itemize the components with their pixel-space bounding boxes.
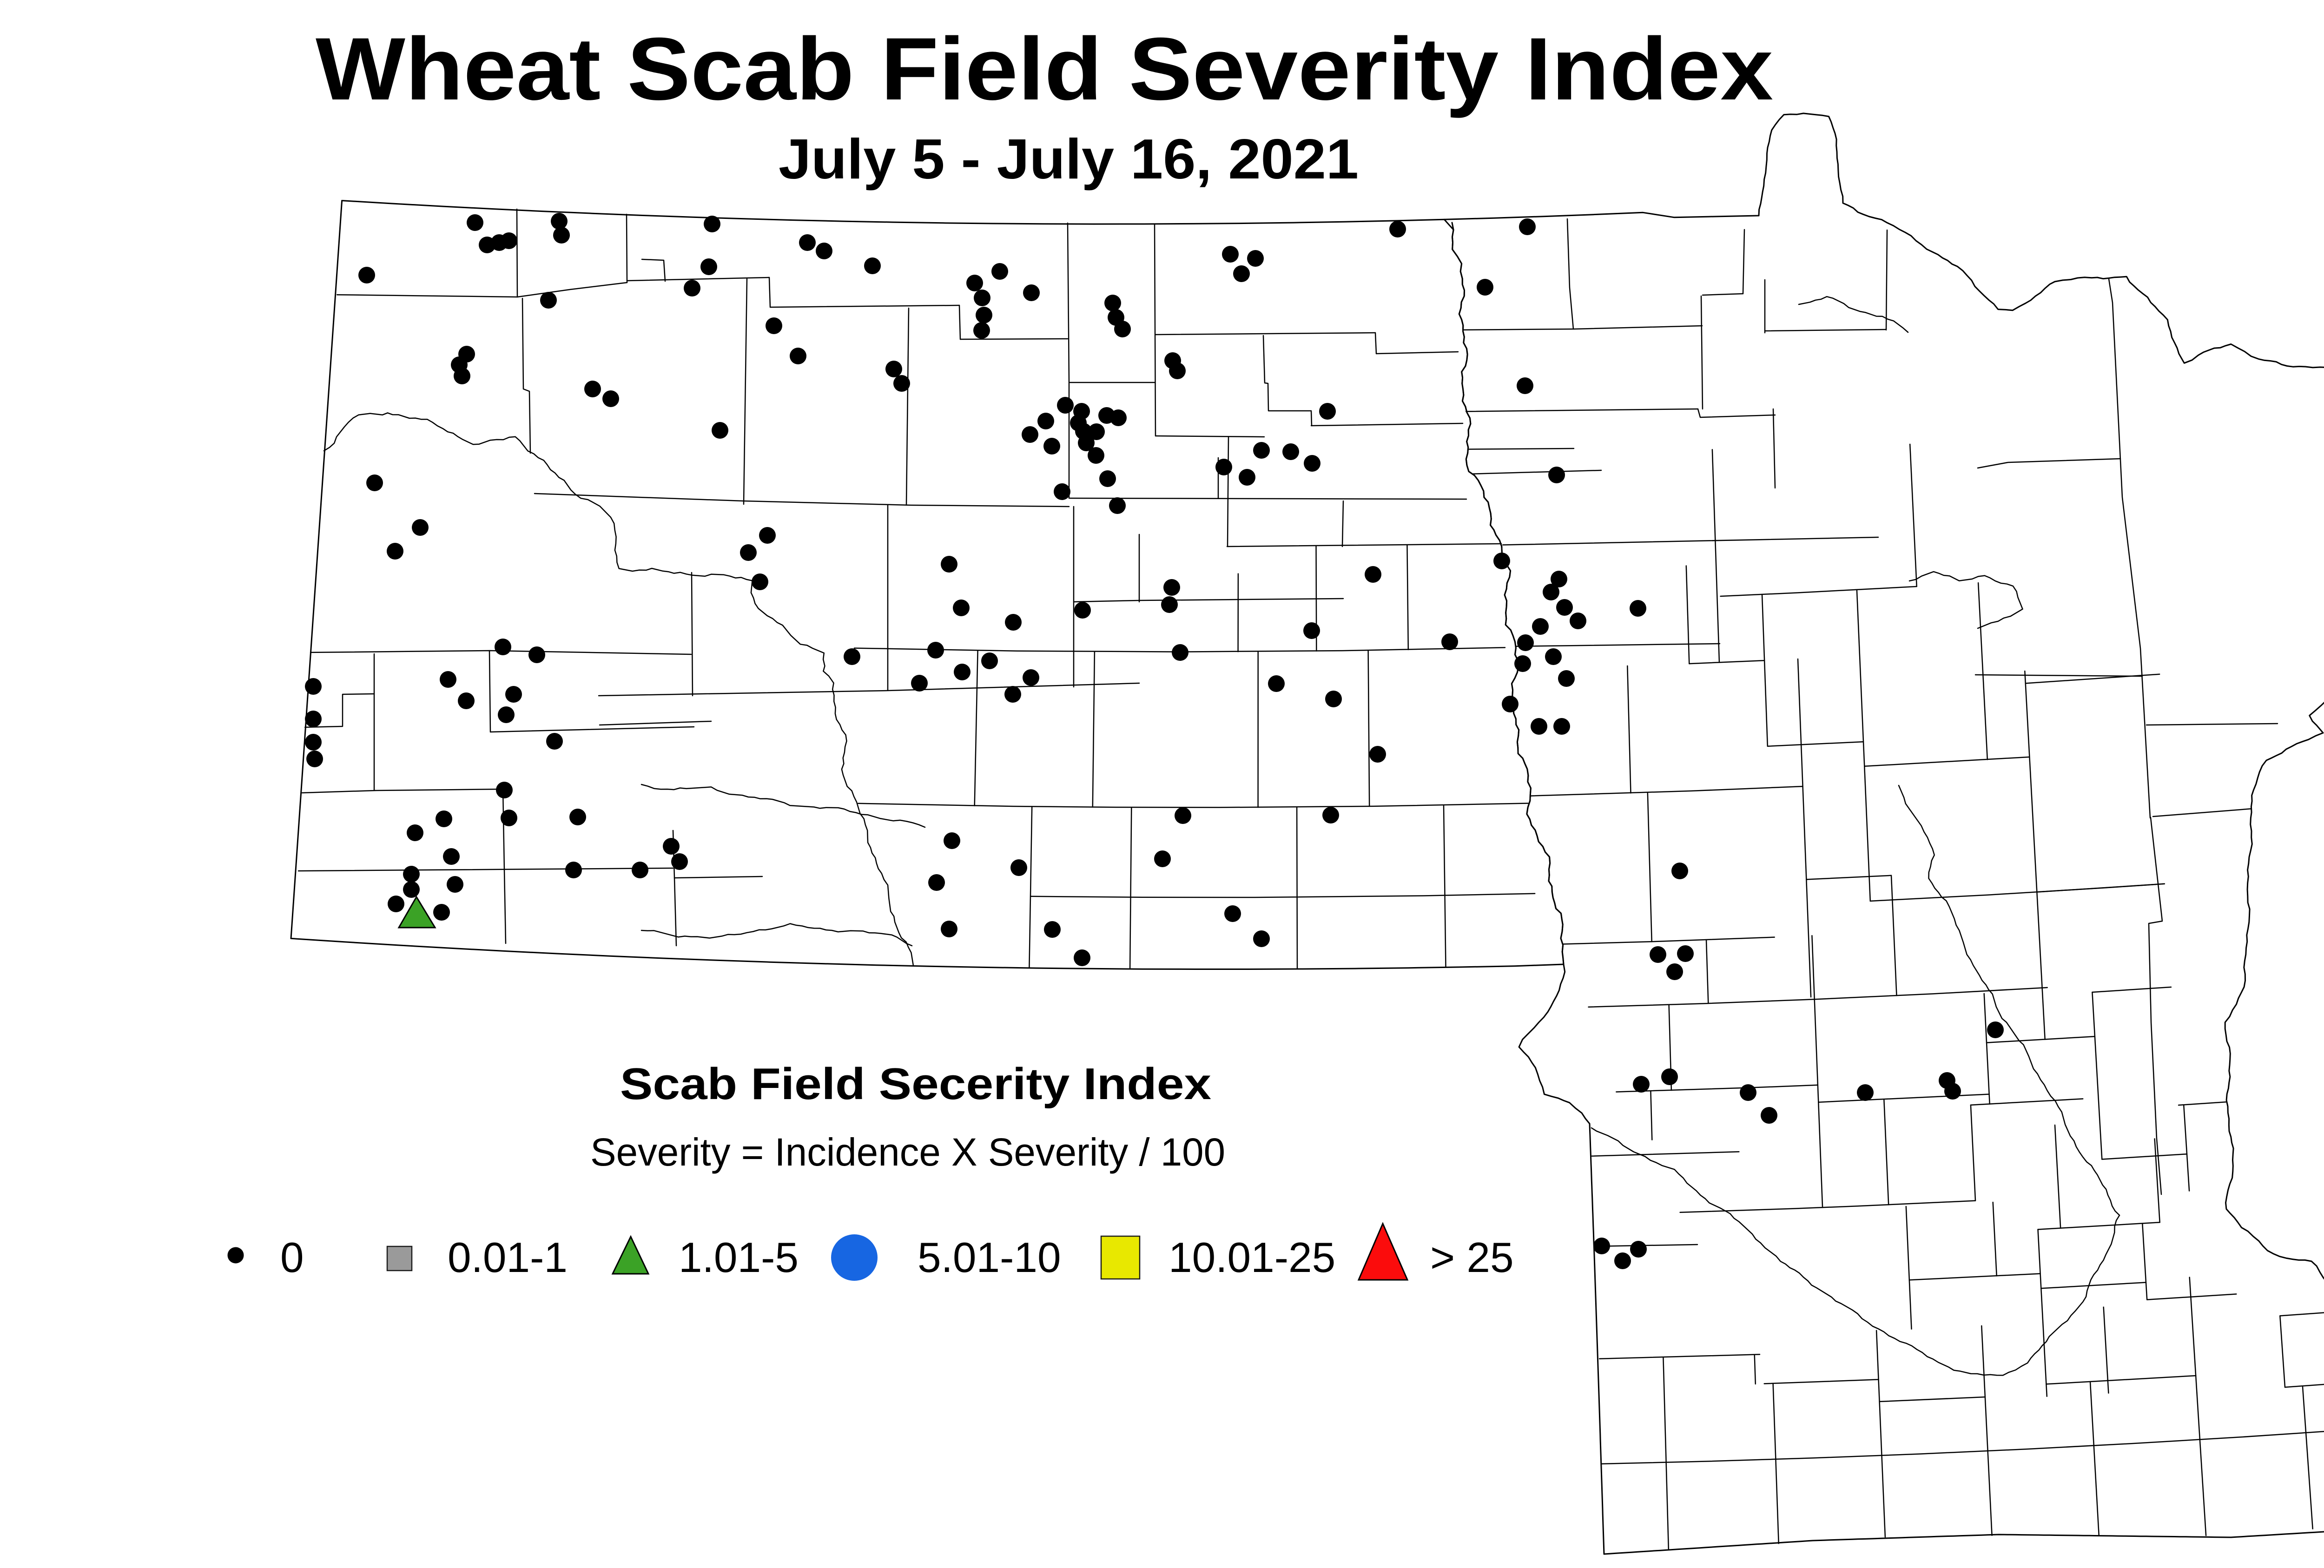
svg-text:1.01-5: 1.01-5 <box>679 1234 799 1281</box>
svg-text:Scab Field Secerity Index: Scab Field Secerity Index <box>620 1059 1211 1109</box>
svg-text:5.01-10: 5.01-10 <box>918 1234 1061 1281</box>
svg-text:> 25: > 25 <box>1430 1234 1514 1281</box>
svg-text:0.01-1: 0.01-1 <box>448 1234 568 1281</box>
svg-text:0: 0 <box>280 1234 304 1281</box>
svg-text:Wheat Scab Field Severity Inde: Wheat Scab Field Severity Index <box>316 20 1773 119</box>
svg-text:10.01-25: 10.01-25 <box>1169 1234 1335 1281</box>
svg-text:Severity = Incidence X Severit: Severity = Incidence X Severity / 100 <box>590 1130 1225 1174</box>
svg-text:July 5 - July 16, 2021: July 5 - July 16, 2021 <box>779 127 1359 191</box>
